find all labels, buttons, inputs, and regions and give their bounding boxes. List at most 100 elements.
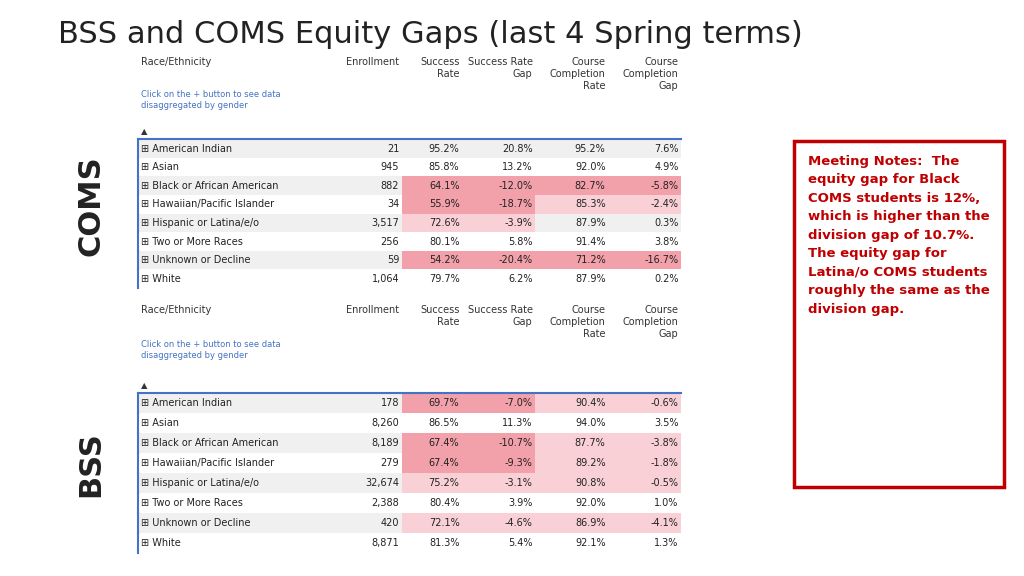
Text: 11.3%: 11.3%	[502, 418, 532, 428]
Text: 13.2%: 13.2%	[502, 162, 532, 172]
Bar	[535, 513, 681, 533]
Text: Success Rate
Gap: Success Rate Gap	[468, 56, 532, 79]
Text: ⊞ Hispanic or Latina/e/o: ⊞ Hispanic or Latina/e/o	[140, 478, 259, 488]
FancyBboxPatch shape	[794, 141, 1004, 487]
Text: -3.1%: -3.1%	[505, 478, 532, 488]
Text: ▲: ▲	[140, 381, 147, 389]
Text: Course
Completion
Gap: Course Completion Gap	[623, 305, 679, 339]
Text: 92.0%: 92.0%	[574, 162, 605, 172]
Text: -12.0%: -12.0%	[499, 181, 532, 191]
Text: 882: 882	[381, 181, 399, 191]
Text: -10.7%: -10.7%	[499, 438, 532, 448]
Bar	[138, 453, 681, 473]
Bar	[138, 251, 681, 270]
Bar	[535, 433, 681, 453]
Text: Meeting Notes:  The
equity gap for Black
COMS students is 12%,
which is higher t: Meeting Notes: The equity gap for Black …	[808, 155, 990, 316]
Text: 256: 256	[381, 237, 399, 247]
Text: 90.8%: 90.8%	[575, 478, 605, 488]
Text: 5.4%: 5.4%	[508, 538, 532, 548]
Text: Success
Rate: Success Rate	[420, 56, 460, 79]
Text: 85.3%: 85.3%	[574, 199, 605, 209]
Text: -0.6%: -0.6%	[650, 398, 679, 408]
Text: Race/Ethnicity: Race/Ethnicity	[140, 305, 211, 314]
Text: ⊞ Hawaiian/Pacific Islander: ⊞ Hawaiian/Pacific Islander	[140, 458, 273, 468]
Text: 55.9%: 55.9%	[429, 199, 460, 209]
Text: 67.4%: 67.4%	[429, 438, 460, 448]
Text: -16.7%: -16.7%	[644, 255, 679, 265]
Text: 3.5%: 3.5%	[654, 418, 679, 428]
Text: ⊞ American Indian: ⊞ American Indian	[140, 143, 231, 154]
Text: 32,674: 32,674	[366, 478, 399, 488]
Bar	[138, 176, 681, 195]
Text: 89.2%: 89.2%	[574, 458, 605, 468]
Text: 34: 34	[387, 199, 399, 209]
Text: 91.4%: 91.4%	[575, 237, 605, 247]
Text: BSS: BSS	[76, 431, 105, 497]
Bar	[401, 251, 535, 270]
Text: -20.4%: -20.4%	[499, 255, 532, 265]
Text: 86.9%: 86.9%	[575, 518, 605, 528]
Text: ⊞ White: ⊞ White	[140, 274, 180, 284]
Text: -5.8%: -5.8%	[650, 181, 679, 191]
Text: ⊞ Asian: ⊞ Asian	[140, 418, 179, 428]
Text: -3.8%: -3.8%	[650, 438, 679, 448]
Text: 90.4%: 90.4%	[575, 398, 605, 408]
Text: 87.7%: 87.7%	[574, 438, 605, 448]
Text: COMS: COMS	[76, 155, 105, 256]
Text: 95.2%: 95.2%	[574, 143, 605, 154]
Text: 87.9%: 87.9%	[574, 218, 605, 228]
Text: 72.1%: 72.1%	[429, 518, 460, 528]
Text: 72.6%: 72.6%	[429, 218, 460, 228]
Text: Success Rate
Gap: Success Rate Gap	[468, 305, 532, 327]
Text: Course
Completion
Rate: Course Completion Rate	[550, 305, 605, 339]
Text: 59: 59	[387, 255, 399, 265]
Text: -1.8%: -1.8%	[650, 458, 679, 468]
Text: ⊞ Black or African American: ⊞ Black or African American	[140, 181, 279, 191]
Bar	[138, 139, 681, 158]
Text: 1.3%: 1.3%	[654, 538, 679, 548]
Text: 69.7%: 69.7%	[429, 398, 460, 408]
Bar	[401, 513, 535, 533]
Text: ▲: ▲	[140, 127, 147, 137]
Bar	[401, 176, 535, 195]
Text: 945: 945	[381, 162, 399, 172]
Text: -0.5%: -0.5%	[650, 478, 679, 488]
Text: ⊞ Unknown or Decline: ⊞ Unknown or Decline	[140, 518, 250, 528]
Text: -3.9%: -3.9%	[505, 218, 532, 228]
Text: -18.7%: -18.7%	[499, 199, 532, 209]
Text: 1,064: 1,064	[372, 274, 399, 284]
Bar	[401, 473, 535, 493]
Text: Race/Ethnicity: Race/Ethnicity	[140, 56, 211, 67]
Text: Course
Completion
Rate: Course Completion Rate	[550, 56, 605, 92]
Text: 3.8%: 3.8%	[654, 237, 679, 247]
Text: Success
Rate: Success Rate	[420, 305, 460, 327]
Bar	[138, 195, 681, 214]
Bar	[535, 251, 681, 270]
Text: 20.8%: 20.8%	[502, 143, 532, 154]
Text: 279: 279	[381, 458, 399, 468]
Text: 86.5%: 86.5%	[429, 418, 460, 428]
Text: 82.7%: 82.7%	[574, 181, 605, 191]
Text: 87.9%: 87.9%	[574, 274, 605, 284]
Text: 0.2%: 0.2%	[654, 274, 679, 284]
Bar	[401, 393, 535, 413]
Text: BSS and COMS Equity Gaps (last 4 Spring terms): BSS and COMS Equity Gaps (last 4 Spring …	[57, 20, 803, 49]
Text: 80.1%: 80.1%	[429, 237, 460, 247]
Bar	[138, 513, 681, 533]
Bar	[138, 232, 681, 251]
Text: -2.4%: -2.4%	[650, 199, 679, 209]
Bar	[138, 413, 681, 433]
Text: 8,871: 8,871	[372, 538, 399, 548]
Bar	[138, 158, 681, 176]
Text: 95.2%: 95.2%	[429, 143, 460, 154]
Text: 8,260: 8,260	[372, 418, 399, 428]
Text: Course
Completion
Gap: Course Completion Gap	[623, 56, 679, 92]
Bar	[535, 195, 681, 214]
Text: 67.4%: 67.4%	[429, 458, 460, 468]
Text: Enrollment: Enrollment	[346, 56, 399, 67]
Text: 80.4%: 80.4%	[429, 498, 460, 508]
Text: 92.0%: 92.0%	[574, 498, 605, 508]
Text: ⊞ Black or African American: ⊞ Black or African American	[140, 438, 279, 448]
Text: 94.0%: 94.0%	[575, 418, 605, 428]
Text: 54.2%: 54.2%	[429, 255, 460, 265]
